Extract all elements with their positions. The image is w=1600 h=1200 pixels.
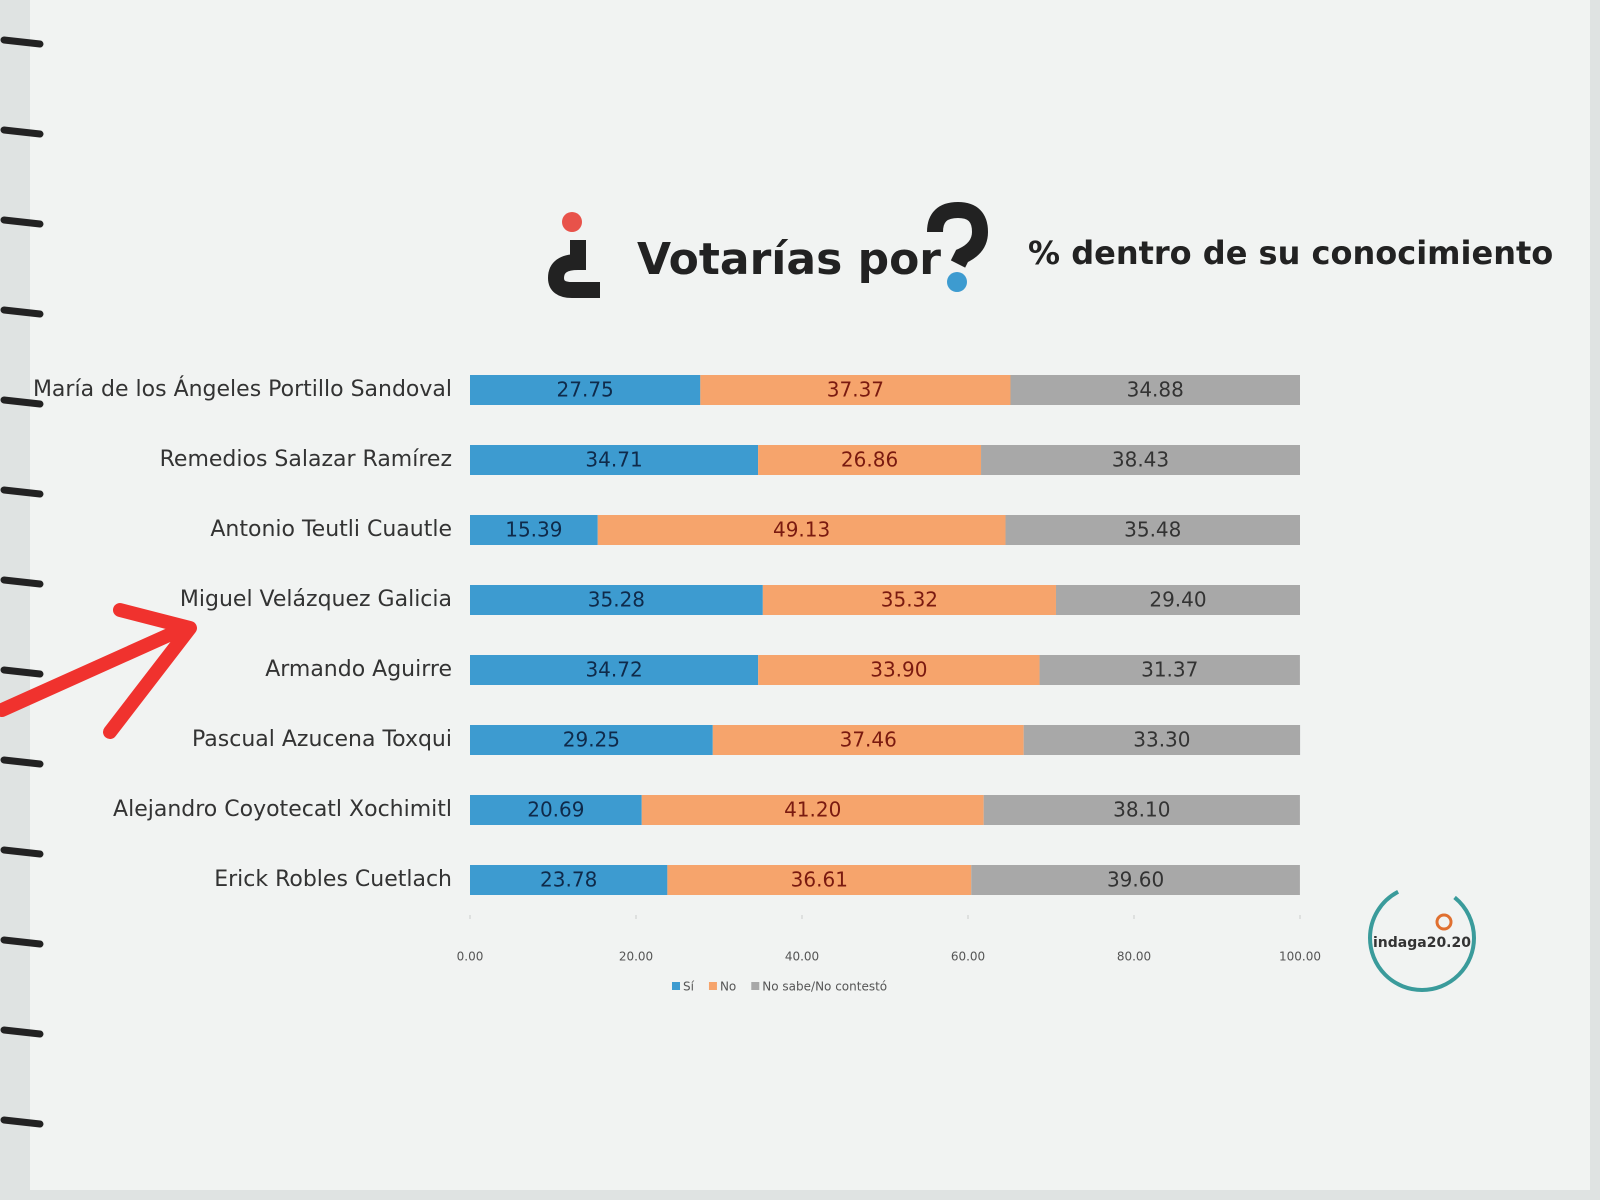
bar-segment xyxy=(983,795,1300,825)
value-label: 35.28 xyxy=(588,588,645,612)
legend-swatch xyxy=(672,982,680,990)
value-label: 26.86 xyxy=(841,448,898,472)
bar-segment xyxy=(1010,375,1300,405)
value-label: 23.78 xyxy=(540,868,597,892)
bar-segment xyxy=(1023,725,1301,755)
y-tick-label: Miguel Velázquez Galicia xyxy=(180,587,452,612)
binding xyxy=(0,36,44,1128)
value-label: 35.32 xyxy=(881,588,938,612)
bar-segment xyxy=(762,585,1056,615)
value-label: 27.75 xyxy=(557,378,614,402)
value-label: 34.88 xyxy=(1127,378,1184,402)
y-tick-label: Pascual Azucena Toxqui xyxy=(192,727,452,752)
bar-segment xyxy=(1055,585,1300,615)
question-icon xyxy=(927,201,989,292)
y-tick-label: Erick Robles Cuetlach xyxy=(214,867,452,892)
x-tick-label: 80.00 xyxy=(1117,950,1151,964)
y-tick-label: Antonio Teutli Cuautle xyxy=(210,517,452,542)
x-tick-label: 100.00 xyxy=(1279,950,1321,964)
bar-segment xyxy=(470,655,759,685)
value-label: 34.72 xyxy=(585,658,642,682)
value-label: 37.46 xyxy=(840,728,897,752)
x-tick-label: 20.00 xyxy=(619,950,653,964)
value-label: 38.43 xyxy=(1112,448,1169,472)
bar-segment xyxy=(470,585,763,615)
value-label: 15.39 xyxy=(505,518,562,542)
x-tick-label: 0.00 xyxy=(457,950,484,964)
value-label: 29.40 xyxy=(1149,588,1206,612)
bar-segment xyxy=(700,375,1011,405)
inverted-question-icon xyxy=(547,212,600,298)
y-tick-label: María de los Ángeles Portillo Sandoval xyxy=(33,376,452,402)
legend-label: No sabe/No contestó xyxy=(762,980,887,994)
legend-label: Sí xyxy=(683,980,695,994)
value-label: 36.61 xyxy=(791,868,848,892)
bar-segment xyxy=(712,725,1024,755)
value-label: 29.25 xyxy=(563,728,620,752)
bar-segment xyxy=(597,515,1006,545)
bar-segment xyxy=(758,445,982,475)
bar-segment xyxy=(971,865,1300,895)
value-label: 20.69 xyxy=(527,798,584,822)
y-tick-label: Alejandro Coyotecatl Xochimitl xyxy=(113,797,452,822)
bar-segment xyxy=(470,865,668,895)
legend-swatch xyxy=(751,982,760,990)
bar-segment xyxy=(470,375,701,405)
y-tick-label: Remedios Salazar Ramírez xyxy=(160,447,452,472)
bar-segment xyxy=(981,445,1300,475)
x-tick-label: 40.00 xyxy=(785,950,819,964)
value-label: 35.48 xyxy=(1124,518,1181,542)
bar-segment xyxy=(1039,655,1300,685)
bar-segment xyxy=(1005,515,1300,545)
bar-segment xyxy=(641,795,984,825)
value-label: 38.10 xyxy=(1113,798,1170,822)
value-label: 34.71 xyxy=(585,448,642,472)
legend-swatch xyxy=(708,982,717,990)
value-label: 37.37 xyxy=(827,378,884,402)
value-label: 31.37 xyxy=(1141,658,1198,682)
x-tick-label: 60.00 xyxy=(951,950,985,964)
chart-title: Votarías por xyxy=(637,234,941,285)
value-label: 33.90 xyxy=(870,658,927,682)
legend-label: No xyxy=(720,980,736,994)
bar-segment xyxy=(470,515,598,545)
logo-text: indaga20.20 xyxy=(1373,935,1471,951)
bar-segment xyxy=(470,725,713,755)
bar-segment xyxy=(470,795,642,825)
annotation-arrow xyxy=(0,603,197,739)
logo: indaga20.20 xyxy=(1368,884,1476,992)
value-label: 49.13 xyxy=(773,518,830,542)
bar-segment xyxy=(758,655,1040,685)
value-label: 33.30 xyxy=(1133,728,1190,752)
value-label: 39.60 xyxy=(1107,868,1164,892)
chart-subtitle: % dentro de su conocimiento xyxy=(1028,234,1553,272)
bar-segment xyxy=(667,865,972,895)
bar-segment xyxy=(470,445,759,475)
y-tick-label: Armando Aguirre xyxy=(265,657,452,682)
value-label: 41.20 xyxy=(784,798,841,822)
